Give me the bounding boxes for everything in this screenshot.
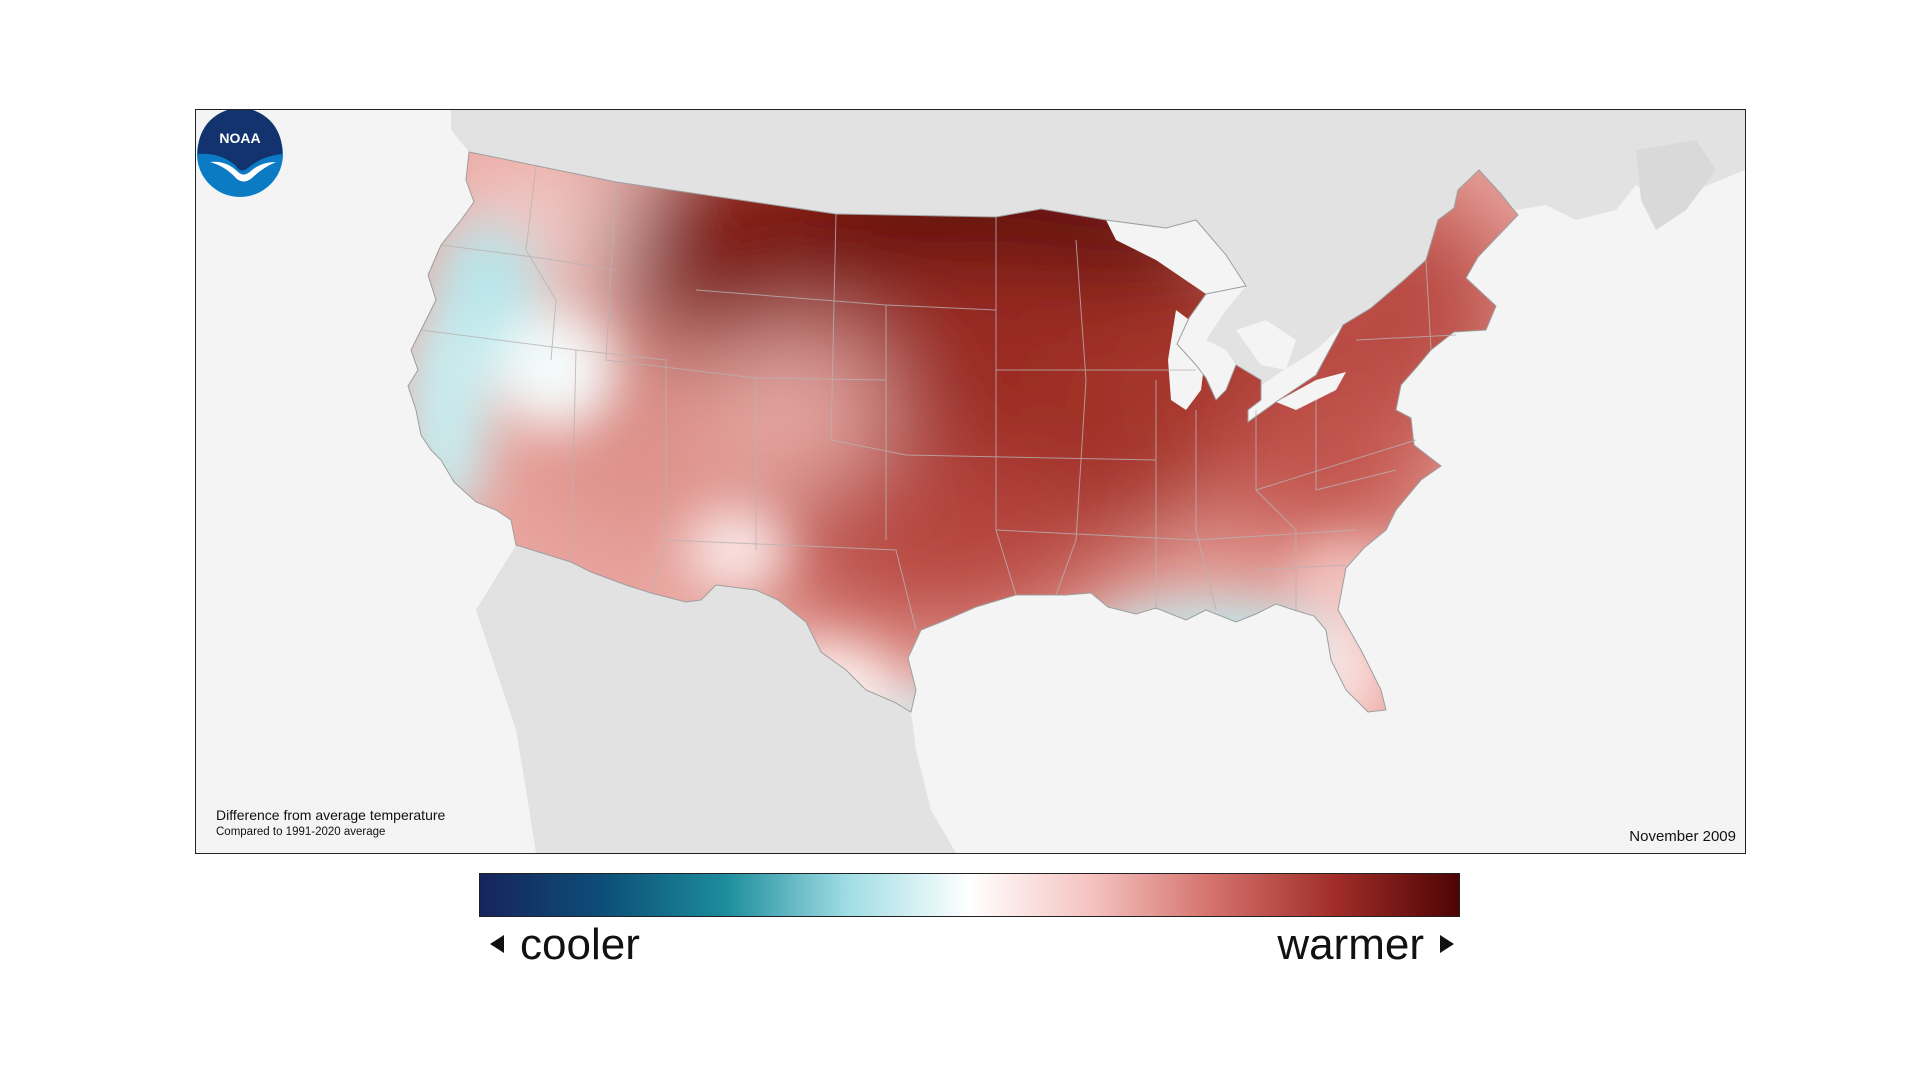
state-boundaries: [420, 164, 1457, 631]
date-label: November 2009: [1629, 828, 1736, 845]
surrounding-land: [451, 110, 1745, 853]
color-scale-bar: [479, 873, 1460, 917]
map-caption: Difference from average temperature Comp…: [216, 807, 445, 839]
temperature-anomaly-map: Difference from average temperature Comp…: [195, 109, 1746, 854]
arrow-left-icon: [490, 935, 504, 954]
us-outline: [407, 151, 1519, 713]
noaa-logo: NOAA: [197, 110, 283, 197]
caption-subtitle: Compared to 1991-2020 average: [216, 825, 386, 838]
warmer-label: warmer: [1277, 920, 1424, 969]
map-canvas: [407, 110, 1745, 853]
legend-warmer: warmer: [1277, 915, 1454, 975]
caption-title: Difference from average temperature: [216, 807, 446, 824]
noaa-logo-text: NOAA: [219, 130, 260, 146]
legend-cooler: cooler: [490, 915, 640, 975]
great-lakes: [1106, 220, 1346, 410]
arrow-right-icon: [1440, 935, 1454, 954]
cooler-label: cooler: [520, 920, 640, 969]
